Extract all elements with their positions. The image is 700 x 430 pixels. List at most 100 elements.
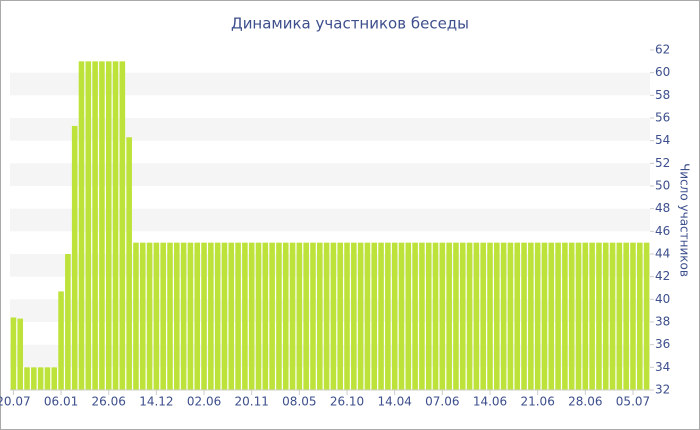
bar — [133, 242, 139, 390]
bar — [78, 61, 85, 390]
bar — [487, 242, 493, 390]
bar — [616, 242, 623, 390]
y-tick-label: 38 — [655, 315, 670, 329]
bar — [194, 242, 201, 390]
bar — [568, 242, 575, 390]
bar — [466, 242, 473, 390]
bar — [323, 242, 330, 390]
bar — [500, 242, 507, 390]
bar — [310, 242, 316, 390]
y-tick-label: 56 — [655, 111, 670, 125]
bar — [242, 242, 248, 390]
y-axis-label: Число участников — [678, 163, 692, 277]
bar — [187, 242, 194, 390]
bar — [85, 61, 92, 390]
bar — [459, 242, 466, 390]
bar — [303, 242, 309, 390]
bar — [180, 242, 187, 390]
x-tick-label: 14.04 — [378, 395, 412, 409]
bar — [255, 242, 262, 390]
bar — [596, 242, 602, 390]
bar — [126, 137, 132, 390]
bar — [160, 242, 166, 390]
bar — [378, 242, 384, 390]
x-tick-label: 26.10 — [330, 395, 364, 409]
y-tick-label: 40 — [655, 292, 670, 306]
bar — [119, 61, 126, 390]
bar — [112, 61, 119, 390]
bar — [221, 242, 228, 390]
bar — [507, 242, 514, 390]
bar — [473, 242, 480, 390]
bar — [146, 242, 153, 390]
bar — [262, 242, 269, 390]
y-tick-label: 42 — [655, 269, 670, 283]
grid-band — [10, 208, 650, 232]
y-tick-label: 36 — [655, 337, 670, 351]
bar — [432, 242, 439, 390]
bar — [248, 242, 255, 390]
bar — [385, 242, 391, 390]
y-tick-label: 52 — [655, 156, 670, 170]
bar — [37, 367, 44, 390]
bar — [534, 242, 541, 390]
bar — [316, 242, 323, 390]
bar — [562, 242, 568, 390]
bar — [344, 242, 350, 390]
bar — [357, 242, 364, 390]
y-tick-label: 60 — [655, 65, 670, 79]
bar — [235, 242, 241, 390]
bar — [92, 61, 98, 390]
bar — [480, 242, 486, 390]
bar — [630, 242, 636, 390]
x-tick-label: 20.11 — [235, 395, 269, 409]
bar — [17, 318, 24, 390]
bar — [555, 242, 561, 390]
x-tick-label: 14.12 — [139, 395, 173, 409]
bar — [391, 242, 398, 390]
bar — [10, 317, 17, 390]
x-tick-label: 26.06 — [92, 395, 126, 409]
y-tick-label: 48 — [655, 201, 670, 215]
bar — [58, 291, 64, 390]
bar — [371, 242, 378, 390]
bar — [337, 242, 344, 390]
y-tick-label: 32 — [655, 383, 670, 397]
grid-band — [10, 118, 650, 141]
bar — [269, 242, 275, 390]
x-tick-label: 21.06 — [520, 395, 554, 409]
bar — [541, 242, 548, 390]
bar — [439, 242, 446, 390]
bar — [276, 242, 282, 390]
x-tick-label: 02.06 — [187, 395, 221, 409]
y-tick-label: 44 — [655, 247, 670, 261]
y-tick-label: 34 — [655, 360, 670, 374]
y-tick-label: 54 — [655, 133, 670, 147]
bar — [582, 242, 589, 390]
bar — [398, 242, 405, 390]
bar — [174, 242, 180, 390]
bar — [514, 242, 521, 390]
bar — [636, 242, 643, 390]
bar — [105, 61, 112, 390]
y-tick-label: 58 — [655, 88, 670, 102]
bar — [521, 242, 527, 390]
bar — [99, 61, 105, 390]
bar — [214, 242, 221, 390]
bar — [453, 242, 459, 390]
bar — [289, 242, 296, 390]
bar — [351, 242, 357, 390]
bar — [139, 242, 146, 390]
bar — [412, 242, 418, 390]
bar — [44, 367, 51, 390]
bar — [623, 242, 629, 390]
bar — [589, 242, 595, 390]
bar — [51, 367, 58, 390]
bar — [201, 242, 207, 390]
x-tick-label: 07.06 — [425, 395, 459, 409]
bar — [208, 242, 214, 390]
bar — [24, 367, 30, 390]
bar — [425, 242, 432, 390]
bar — [71, 125, 78, 390]
x-tick-label: 28.06 — [568, 395, 602, 409]
